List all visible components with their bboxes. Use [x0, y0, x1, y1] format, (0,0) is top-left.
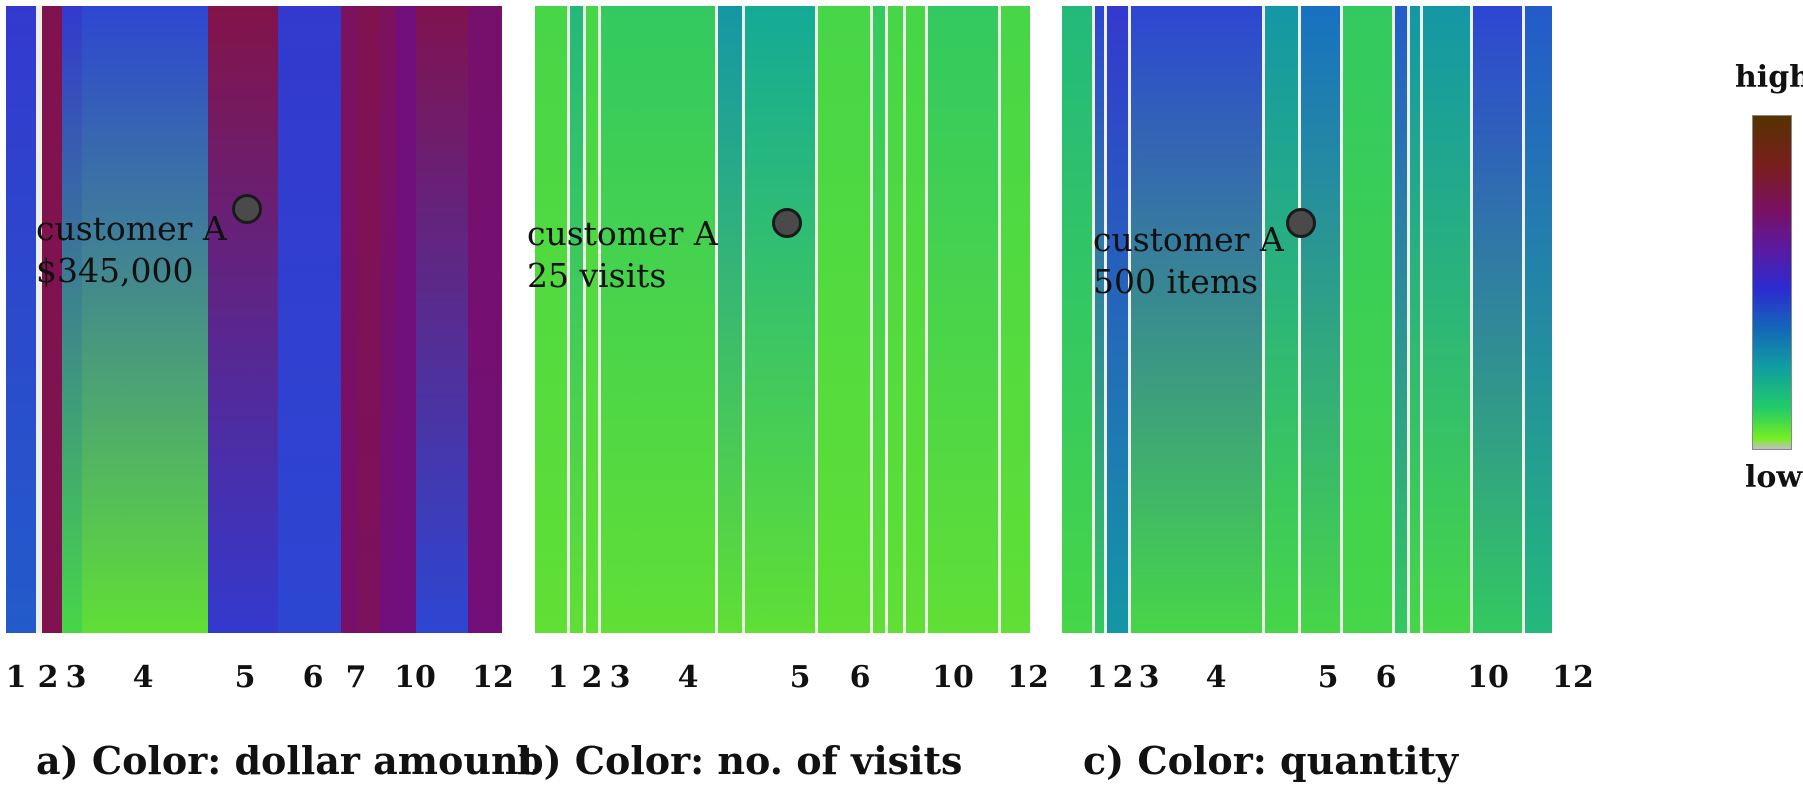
- heatmap-column-1: [1062, 6, 1092, 633]
- annotation-c: customer A 500 items: [1093, 219, 1284, 303]
- x-tick-label: 12: [1007, 660, 1049, 695]
- x-tick-label: 6: [849, 660, 871, 695]
- annotation-b-line1: customer A: [527, 214, 718, 253]
- annotation-c-line2: 500 items: [1093, 262, 1259, 301]
- heatmap-column-3: [1107, 6, 1128, 633]
- x-tick-label: 10: [394, 660, 436, 695]
- heatmap-column-2: [570, 6, 583, 633]
- annotation-b: customer A 25 visits: [527, 213, 718, 297]
- heatmap-column-9: [1410, 6, 1420, 633]
- heatmap-column-4: [82, 6, 208, 633]
- heatmap-column-5: [1265, 6, 1298, 633]
- heatmap-column-3: [586, 6, 598, 633]
- x-tick-label: 1: [547, 660, 569, 695]
- heatmap-column-8: [873, 6, 885, 633]
- x-tick-label: 5: [1317, 660, 1339, 695]
- heatmap-column-5: [208, 6, 278, 633]
- x-ticks-c: 1 2 3 4 5 6 10 12: [0, 660, 1600, 700]
- x-tick-label: 6: [302, 660, 324, 695]
- x-tick-label: 2: [37, 660, 59, 695]
- x-tick-label: 12: [1552, 660, 1594, 695]
- x-tick-label: 4: [677, 660, 699, 695]
- caption-b: b) Color: no. of visits: [517, 738, 963, 783]
- heatmap-column-4: [601, 6, 715, 633]
- caption-c: c) Color: quantity: [1083, 738, 1459, 783]
- x-tick-label: 3: [609, 660, 631, 695]
- heatmap-a: [6, 6, 502, 633]
- color-scale-bar: [1752, 115, 1792, 450]
- heatmap-column-6: [278, 6, 341, 633]
- heatmap-column-7: [818, 6, 870, 633]
- x-tick-label: 5: [234, 660, 256, 695]
- heatmap-b: [535, 6, 1030, 633]
- heatmap-column-9: [380, 6, 396, 633]
- heatmap-column-7: [1343, 6, 1392, 633]
- annotation-c-line1: customer A: [1093, 220, 1284, 259]
- heatmap-column-6: [745, 6, 815, 633]
- x-tick-label: 3: [65, 660, 87, 695]
- x-tick-label: 4: [1205, 660, 1227, 695]
- heatmap-column-12: [468, 6, 502, 633]
- x-tick-label: 1: [5, 660, 27, 695]
- heatmap-column-2: [42, 6, 62, 633]
- annotation-a-line2: $345,000: [36, 251, 194, 290]
- legend-high-label: high: [1735, 60, 1803, 95]
- annotation-a: customer A $345,000: [36, 208, 227, 292]
- x-ticks-b: 1 2 3 4 5 6 10 12: [0, 660, 1060, 700]
- heatmap-column-11: [928, 6, 998, 633]
- annotation-b-line2: 25 visits: [527, 256, 667, 295]
- customer-a-marker-c: [1286, 208, 1316, 238]
- x-tick-label: 7: [345, 660, 367, 695]
- heatmap-column-6: [1301, 6, 1340, 633]
- heatmap-panel-c: [1062, 6, 1552, 633]
- heatmap-column-3: [62, 6, 82, 633]
- legend-low-label: low: [1745, 460, 1803, 495]
- x-tick-label: 4: [132, 660, 154, 695]
- heatmap-column-7: [341, 6, 358, 633]
- heatmap-column-4: [1131, 6, 1262, 633]
- heatmap-column-1: [535, 6, 567, 633]
- caption-a: a) Color: dollar amount: [36, 738, 537, 783]
- x-tick-label: 1: [1086, 660, 1108, 695]
- customer-a-marker-b: [772, 208, 802, 238]
- heatmap-column-2: [1095, 6, 1104, 633]
- x-tick-label: 3: [1138, 660, 1160, 695]
- heatmap-column-11: [416, 6, 468, 633]
- heatmap-c: [1062, 6, 1552, 633]
- heatmap-column-8: [358, 6, 380, 633]
- heatmap-column-10: [1423, 6, 1470, 633]
- x-tick-label: 2: [1112, 660, 1134, 695]
- heatmap-column-10: [396, 6, 416, 633]
- heatmap-column-12: [1001, 6, 1030, 633]
- heatmap-column-9: [888, 6, 903, 633]
- x-tick-label: 10: [1467, 660, 1509, 695]
- x-ticks-a: 1 2 3 4 5 6 7 10 12: [0, 660, 520, 700]
- x-tick-label: 12: [472, 660, 514, 695]
- heatmap-panel-a: [6, 6, 502, 633]
- heatmap-column-5: [718, 6, 742, 633]
- heatmap-column-12: [1525, 6, 1552, 633]
- heatmap-column-10: [906, 6, 925, 633]
- heatmap-column-8: [1395, 6, 1407, 633]
- x-tick-label: 2: [581, 660, 603, 695]
- customer-a-marker-a: [232, 194, 262, 224]
- heatmap-column-1: [6, 6, 36, 633]
- x-tick-label: 6: [1375, 660, 1397, 695]
- heatmap-column-11: [1473, 6, 1522, 633]
- heatmap-panel-b: [535, 6, 1030, 633]
- annotation-a-line1: customer A: [36, 209, 227, 248]
- x-tick-label: 5: [789, 660, 811, 695]
- x-tick-label: 10: [932, 660, 974, 695]
